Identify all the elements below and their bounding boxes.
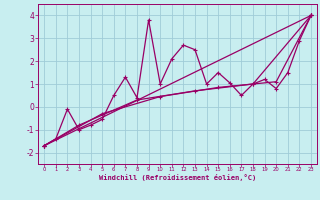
X-axis label: Windchill (Refroidissement éolien,°C): Windchill (Refroidissement éolien,°C) [99, 174, 256, 181]
